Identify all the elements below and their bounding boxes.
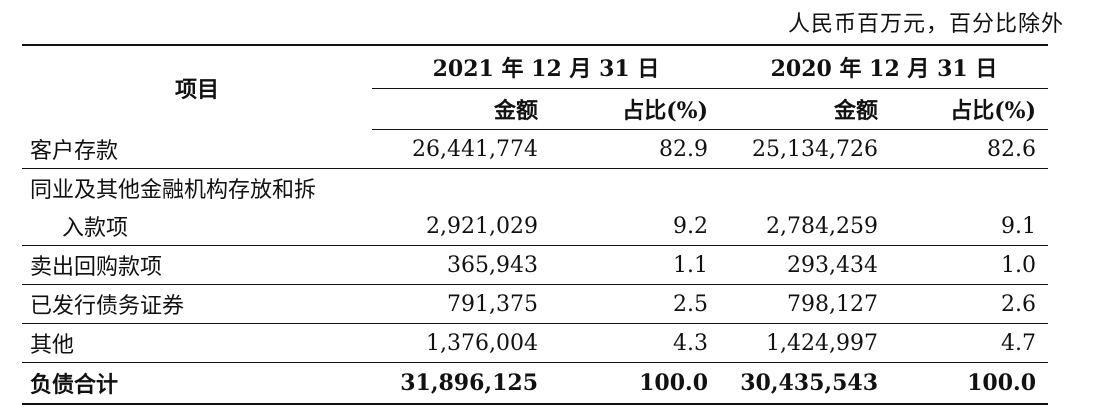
- amount-2020-cell: 798,127: [720, 284, 890, 324]
- amount-2020-cell: 25,134,726: [720, 129, 890, 169]
- amount-2021-cell: 791,375: [372, 284, 550, 324]
- row-label: 已发行债务证券: [22, 284, 372, 324]
- table-row: 卖出回购款项 365,943 1.1 293,434 1.0: [22, 245, 1048, 285]
- ratio-2020-cell: 4.7: [890, 323, 1048, 363]
- total-ratio-2021: 100.0: [550, 362, 720, 405]
- ratio-2020-cell: 9.1: [890, 207, 1048, 246]
- amount-2020-cell: 293,434: [720, 245, 890, 285]
- amount-2020-header: 金额: [720, 88, 890, 130]
- row-label: 卖出回购款项: [22, 245, 372, 285]
- row-label: 其他: [22, 323, 372, 363]
- row-label-line1: 同业及其他金融机构存放和拆: [30, 178, 317, 203]
- ratio-2020-cell: 2.6: [890, 284, 1048, 324]
- amount-2020-cell: 1,424,997: [720, 323, 890, 363]
- row-label: 客户存款: [22, 129, 372, 169]
- total-label: 负债合计: [22, 362, 372, 405]
- ratio-2021-cell: 2.5: [550, 284, 720, 324]
- amount-2021-cell: 26,441,774: [372, 129, 550, 169]
- table-row: 其他 1,376,004 4.3 1,424,997 4.7: [22, 323, 1048, 363]
- row-label-line2: 入款项: [22, 207, 372, 246]
- liabilities-table: 项目 2021 年 12 月 31 日 2020 年 12 月 31 日 金额 …: [22, 44, 1048, 405]
- total-ratio-2020: 100.0: [890, 362, 1048, 405]
- item-column-header: 项目: [22, 44, 372, 130]
- ratio-2021-cell: 82.9: [550, 129, 720, 169]
- year-2020-header: 2020 年 12 月 31 日: [720, 44, 1048, 89]
- total-row: 负债合计 31,896,125 100.0 30,435,543 100.0: [22, 362, 1048, 405]
- table-row: 客户存款 26,441,774 82.9 25,134,726 82.6: [22, 129, 1048, 169]
- ratio-2021-cell: 9.2: [550, 207, 720, 246]
- amount-2021-header: 金额: [372, 88, 550, 130]
- ratio-2020-cell: 82.6: [890, 129, 1048, 169]
- total-amount-2020: 30,435,543: [720, 362, 890, 405]
- amount-2021-cell: 365,943: [372, 245, 550, 285]
- amount-2021-cell: 1,376,004: [372, 323, 550, 363]
- ratio-2020-header: 占比(%): [890, 88, 1048, 130]
- amount-2020-cell: 2,784,259: [720, 207, 890, 246]
- unit-note: 人民币百万元，百分比除外: [787, 12, 1064, 37]
- ratio-2021-cell: 4.3: [550, 323, 720, 363]
- total-amount-2021: 31,896,125: [372, 362, 550, 405]
- table-row: 同业及其他金融机构存放和拆: [22, 169, 1048, 208]
- ratio-2021-header: 占比(%): [550, 88, 720, 130]
- table-row: 入款项 2,921,029 9.2 2,784,259 9.1: [22, 207, 1048, 246]
- ratio-2021-cell: 1.1: [550, 245, 720, 285]
- ratio-2020-cell: 1.0: [890, 245, 1048, 285]
- year-2021-header: 2021 年 12 月 31 日: [372, 44, 720, 89]
- amount-2021-cell: 2,921,029: [372, 207, 550, 246]
- table-row: 已发行债务证券 791,375 2.5 798,127 2.6: [22, 284, 1048, 324]
